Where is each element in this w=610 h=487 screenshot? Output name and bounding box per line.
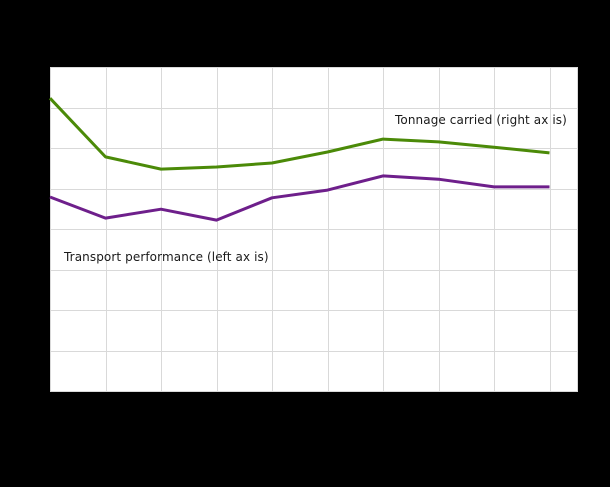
tonnage-series-line <box>48 97 550 171</box>
series-lines <box>48 97 550 222</box>
transport-series-line <box>49 174 550 222</box>
gridlines <box>50 67 578 392</box>
transport-annotation: Transport performance (left ax is) <box>63 250 269 264</box>
tonnage-annotation: Tonnage carried (right ax is) <box>394 113 567 127</box>
